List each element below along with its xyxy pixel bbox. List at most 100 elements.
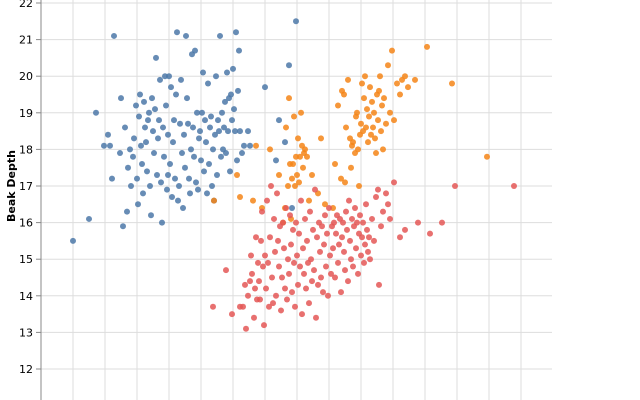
data-point — [302, 146, 308, 153]
data-point — [256, 278, 262, 285]
data-point — [397, 91, 403, 98]
data-point — [93, 109, 99, 116]
data-point — [341, 248, 347, 255]
data-point — [349, 215, 355, 222]
data-point — [348, 256, 354, 263]
data-point — [171, 117, 177, 124]
data-point — [278, 307, 284, 314]
data-point — [289, 175, 295, 182]
data-point — [328, 270, 334, 277]
y-tick-label: 13 — [19, 326, 33, 339]
data-point — [230, 65, 236, 72]
data-point — [236, 47, 242, 54]
data-point — [231, 106, 237, 113]
data-point — [371, 237, 377, 244]
data-point — [141, 98, 147, 105]
data-point — [370, 124, 376, 131]
data-point — [160, 124, 166, 131]
data-point — [154, 172, 160, 179]
data-point — [387, 215, 393, 222]
data-point — [284, 296, 290, 303]
data-point — [307, 208, 313, 215]
data-point — [375, 117, 381, 124]
data-point — [70, 237, 76, 244]
data-point — [197, 128, 203, 135]
data-point — [281, 245, 287, 252]
data-point — [276, 172, 282, 179]
data-point — [101, 142, 107, 149]
data-point — [385, 201, 391, 208]
data-point — [288, 241, 294, 248]
data-point — [134, 175, 140, 182]
data-point — [133, 102, 139, 109]
data-point — [323, 263, 329, 270]
data-point — [245, 292, 251, 299]
data-point — [318, 135, 324, 142]
data-point — [405, 84, 411, 91]
data-point — [356, 183, 362, 189]
data-point — [295, 281, 301, 288]
data-point — [361, 95, 367, 102]
data-point — [143, 139, 149, 146]
data-point — [233, 29, 239, 36]
data-point — [271, 215, 277, 222]
data-point — [357, 212, 363, 219]
data-point — [181, 131, 187, 138]
data-point — [260, 263, 266, 270]
data-point — [364, 106, 370, 113]
data-point — [249, 270, 255, 277]
data-point — [261, 322, 267, 329]
data-point — [383, 190, 389, 197]
data-point — [282, 285, 288, 292]
data-point — [296, 230, 302, 237]
data-point — [291, 259, 297, 266]
data-point — [310, 226, 316, 233]
data-point — [276, 263, 282, 270]
data-point — [297, 153, 303, 160]
data-point — [439, 219, 445, 226]
data-point — [289, 289, 295, 296]
data-point — [120, 223, 126, 230]
data-point — [363, 201, 369, 208]
data-point — [255, 259, 261, 266]
data-point — [332, 161, 338, 168]
data-point — [412, 76, 418, 83]
data-point — [214, 172, 220, 179]
data-point — [253, 142, 259, 149]
data-point — [282, 139, 288, 146]
data-point — [107, 142, 113, 149]
data-point — [375, 186, 381, 193]
data-point — [373, 150, 379, 157]
data-point — [402, 226, 408, 233]
data-point — [308, 256, 314, 263]
data-point — [264, 197, 270, 204]
data-point — [173, 91, 179, 98]
data-point — [165, 131, 171, 138]
data-point — [366, 113, 372, 120]
data-point — [187, 190, 193, 197]
data-point — [138, 142, 144, 149]
data-point — [369, 215, 375, 222]
data-point — [298, 197, 304, 204]
data-point — [227, 168, 233, 175]
data-point — [240, 303, 246, 310]
points-layer — [70, 18, 517, 332]
data-point — [368, 131, 374, 138]
data-point — [336, 241, 342, 248]
data-point — [184, 95, 190, 102]
data-point — [229, 311, 235, 318]
data-point — [270, 300, 276, 307]
data-point — [183, 32, 189, 39]
data-point — [345, 76, 351, 83]
data-point — [371, 109, 377, 116]
data-point — [304, 153, 310, 160]
data-point — [341, 91, 347, 98]
data-point — [237, 193, 243, 200]
data-point — [266, 303, 272, 310]
data-point — [251, 314, 257, 321]
data-point — [253, 234, 259, 241]
data-point — [211, 197, 217, 204]
data-point — [293, 18, 299, 25]
data-point — [215, 117, 221, 124]
y-tick-label: 19 — [19, 107, 33, 120]
